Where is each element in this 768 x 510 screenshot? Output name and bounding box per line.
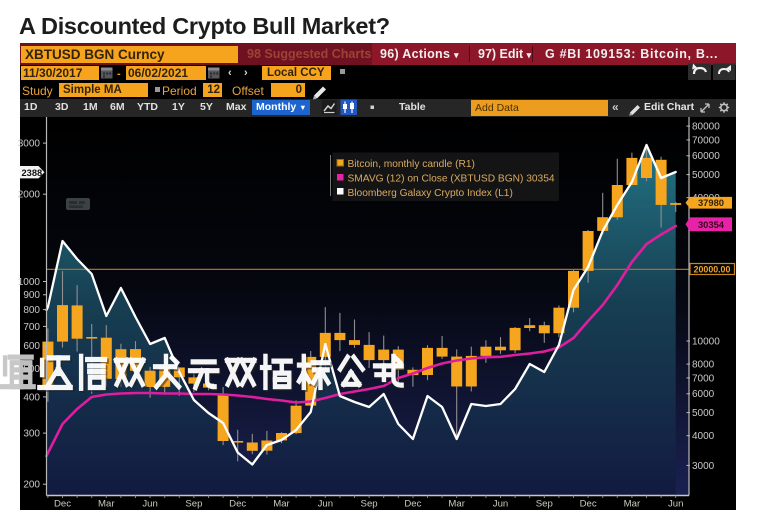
svg-text:Sep: Sep — [185, 499, 202, 510]
svg-text:8000: 8000 — [692, 360, 715, 371]
svg-text:4000: 4000 — [692, 431, 715, 442]
svg-text:5000: 5000 — [692, 408, 715, 419]
svg-text:20000.00: 20000.00 — [694, 264, 731, 274]
svg-text:Dec: Dec — [580, 499, 597, 510]
svg-text:Dec: Dec — [404, 499, 421, 510]
svg-text:Jun: Jun — [668, 499, 683, 510]
svg-text:Mar: Mar — [273, 499, 290, 510]
svg-text:3000: 3000 — [18, 139, 41, 150]
svg-text:70000: 70000 — [692, 135, 720, 146]
svg-text:Jun: Jun — [318, 499, 333, 510]
svg-text:60000: 60000 — [692, 151, 720, 162]
svg-text:Sep: Sep — [536, 499, 553, 510]
svg-text:SMAVG (12) on Close (XBTUSD B: SMAVG (12) on Close (XBTUSD BGN) 30354 — [348, 174, 555, 185]
svg-text:30354: 30354 — [698, 219, 725, 230]
svg-text:Jun: Jun — [493, 499, 508, 510]
svg-text:Jun: Jun — [142, 499, 157, 510]
svg-text:Dec: Dec — [229, 499, 246, 510]
svg-text:Mar: Mar — [448, 499, 465, 510]
svg-text:Mar: Mar — [98, 499, 115, 510]
svg-text:50000: 50000 — [692, 170, 720, 181]
svg-text:2000: 2000 — [18, 190, 41, 201]
svg-text:Bitcoin, monthly candle (R1): Bitcoin, monthly candle (R1) — [348, 159, 475, 170]
svg-text:2388: 2388 — [22, 168, 43, 178]
svg-text:Sep: Sep — [361, 499, 378, 510]
svg-text:200: 200 — [23, 480, 40, 491]
svg-text:80000: 80000 — [692, 122, 720, 133]
svg-text:3000: 3000 — [692, 461, 715, 472]
svg-text:700: 700 — [23, 322, 40, 333]
svg-text:Bloomberg Galaxy Crypto Index: Bloomberg Galaxy Crypto Index (L1) — [348, 188, 513, 199]
svg-text:300: 300 — [23, 429, 40, 440]
svg-text:10000: 10000 — [692, 336, 720, 347]
svg-text:Dec: Dec — [54, 499, 71, 510]
svg-text:6000: 6000 — [692, 389, 715, 400]
svg-text:800: 800 — [23, 305, 40, 316]
svg-text:Mar: Mar — [624, 499, 641, 510]
svg-text:900: 900 — [23, 290, 40, 301]
svg-text:400: 400 — [23, 392, 40, 403]
svg-text:37980: 37980 — [698, 197, 724, 208]
svg-text:1000: 1000 — [18, 277, 41, 288]
svg-text:7000: 7000 — [692, 373, 715, 384]
svg-text:600: 600 — [23, 341, 40, 352]
